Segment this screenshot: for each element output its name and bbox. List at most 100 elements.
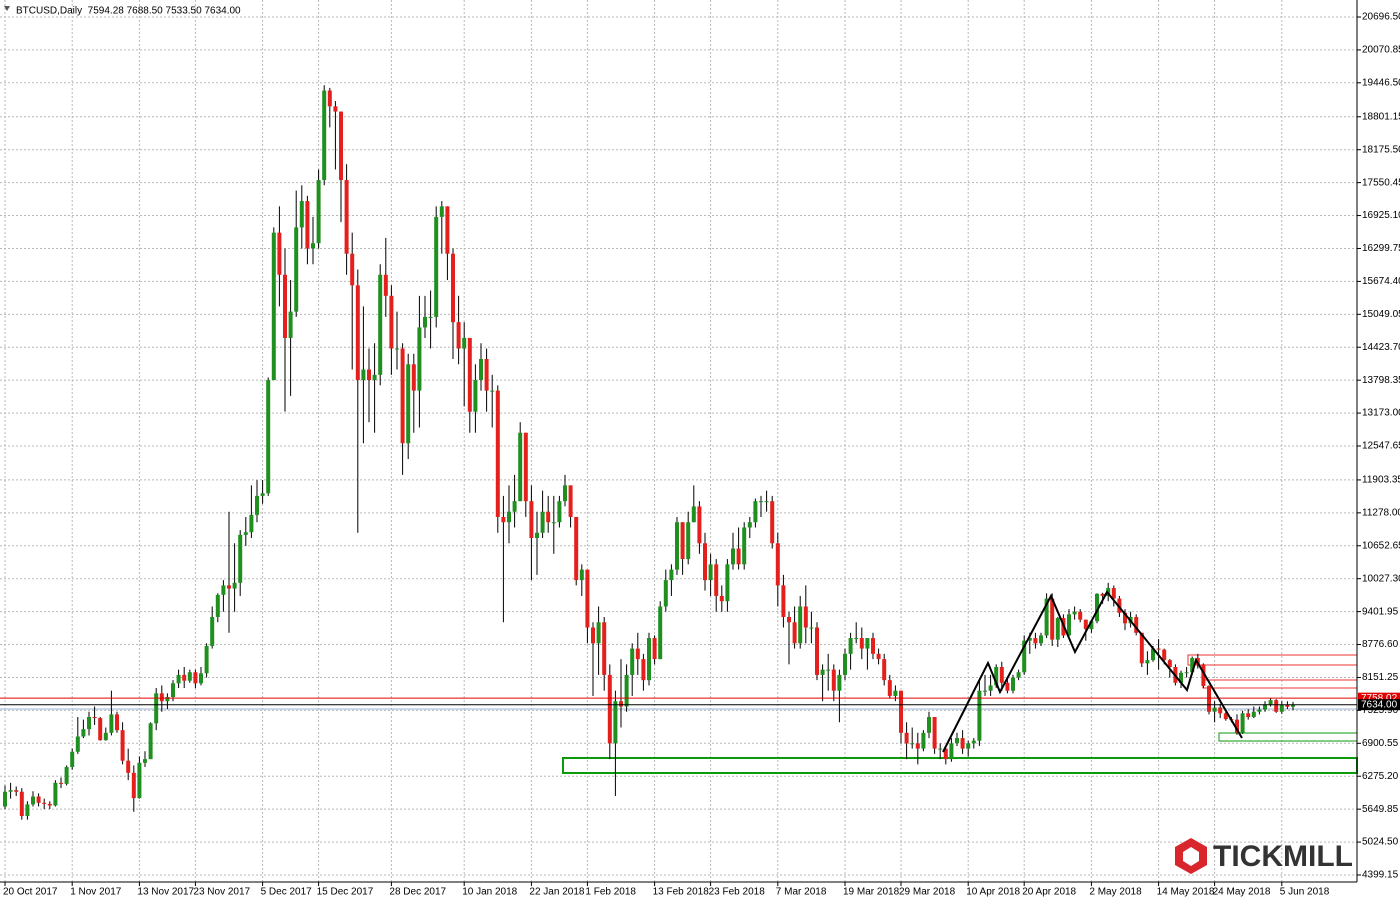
candle-body [243,532,248,535]
candle-body [848,638,853,654]
candle-body [87,717,91,730]
candle-body [451,253,455,323]
y-tick-label: 13798.35 [1362,375,1400,386]
candle-body [305,201,310,249]
candle-body [19,791,24,816]
candle-body [462,337,467,349]
x-tick-label: 15 Dec 2017 [317,887,374,898]
y-tick-label: 16299.75 [1362,243,1400,254]
y-tick-label: 8776.60 [1362,639,1399,650]
candle-body [507,511,511,523]
candle-body [1218,707,1223,714]
candle-body [938,748,943,750]
candle-body [8,790,13,792]
candle-body [725,564,730,602]
candle-body [495,390,500,517]
candle-body [221,585,226,595]
candle-body [154,693,159,724]
candle-body [1016,672,1021,678]
candle-body [70,751,75,768]
candle-body [753,501,758,523]
candle-body [148,723,153,760]
candle-body [915,743,920,749]
candle-body [1145,660,1150,664]
candle-body [1095,593,1099,622]
candle-body [512,501,517,512]
candle-body [92,717,97,719]
candle-body [311,243,315,249]
candle-body [1067,614,1071,636]
candle-body [551,522,556,524]
candle-body [1190,658,1195,673]
candle-body [988,685,993,691]
y-tick-label: 13173.00 [1362,408,1400,419]
y-tick-label: 11278.00 [1362,507,1400,518]
candle-body [596,622,601,644]
candle-body [647,638,651,681]
candle-body [859,638,864,649]
candle-body [994,667,999,686]
candle-body [1291,704,1295,707]
x-tick-label: 10 Apr 2018 [966,887,1020,898]
candle-body [1027,638,1032,641]
x-tick-label: 22 Jan 2018 [529,887,584,898]
candle-body [383,274,388,296]
candle-body [59,782,63,784]
candle-body [585,569,590,628]
candle-body [899,690,903,733]
candle-body [434,216,439,317]
candle-body [171,683,175,698]
candle-body [31,796,35,805]
candle-body [680,522,685,560]
candle-body [271,232,276,381]
candle-body [563,485,567,502]
candle-body [210,616,215,646]
y-tick-label: 18175.50 [1362,144,1400,155]
candle-body [854,638,859,640]
candle-body [949,743,954,760]
candle-body [131,772,136,799]
candle-body [14,790,19,792]
candle-body [277,232,282,275]
candle-body [803,606,808,628]
brand-logo: TICKMILL [1175,838,1353,874]
candle-body [591,627,595,644]
candle-body [624,674,629,707]
candle-body [999,667,1004,683]
candle-body [199,673,203,684]
header-icon [4,6,10,11]
candle-body [109,714,114,733]
x-tick-label: 23 Feb 2018 [709,887,766,898]
candle-body [249,514,254,533]
candle-body [635,648,640,660]
candle-body [1207,685,1211,712]
chart-header: BTCUSD,Daily 7594.28 7688.50 7533.50 763… [16,6,241,17]
candle-body [1223,713,1228,720]
candle-body [641,659,646,681]
candle-body [266,380,271,494]
candle-body [367,369,371,381]
candle-body [467,337,472,412]
candle-body [143,759,147,763]
candle-body [1246,713,1251,718]
candle-body [719,595,724,602]
candle-body [361,369,366,381]
candle-body [546,511,551,523]
candle-body [714,564,719,596]
candle-body [736,548,741,565]
candle-body [484,359,489,391]
candle-body [1167,660,1172,668]
y-tick-label: 20070.85 [1362,45,1400,56]
price-label-box [1358,692,1400,704]
y-tick-label: 6275.20 [1362,771,1399,782]
candle-body [977,690,982,741]
price-label: 7634.00 [1361,699,1398,710]
candle-body [182,674,187,681]
x-tick-label: 7 Mar 2018 [776,887,827,898]
candle-body [1078,611,1083,620]
x-tick-label: 29 Mar 2018 [899,887,956,898]
candle-body [843,653,847,675]
candle-body [288,311,293,338]
candle-body [411,364,416,391]
candle-body [775,543,780,586]
